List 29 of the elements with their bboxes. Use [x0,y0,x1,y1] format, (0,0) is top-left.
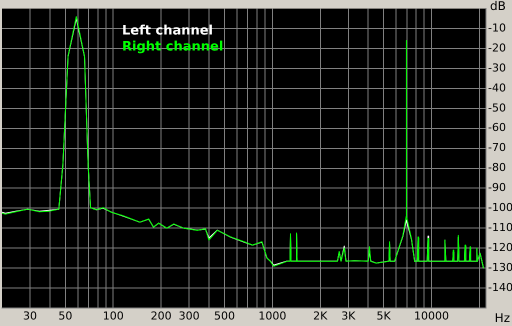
text: Right channel [122,39,224,54]
x-tick-label: 300 [178,309,200,322]
y-tick-label: -60 [488,121,506,134]
x-tick-label: 200 [150,309,172,322]
x-tick-label: 1000 [258,309,286,322]
x-tick-label: 30 [23,309,38,322]
x-tick-label: 100 [102,309,124,322]
y-tick-label: -30 [488,61,506,74]
x-axis-title: Hz [494,311,510,326]
text: Left channel [122,23,214,38]
y-tick-label: -80 [488,161,506,174]
y-tick-label: -100 [488,201,512,214]
x-tick-label: 500 [214,309,235,322]
x-tick-label: 50 [58,309,72,322]
y-tick-label: -50 [488,101,506,114]
y-tick-label: -110 [488,221,512,234]
y-tick-label: -90 [488,181,506,194]
y-axis-title: dB [490,0,506,14]
x-tick-label: 3K [341,309,356,322]
y-tick-label: -140 [488,280,512,294]
y-tick-label: -130 [488,260,512,274]
y-tick-label: -120 [488,240,512,254]
y-tick-label: -10 [488,21,506,34]
x-tick-label: 10000 [414,309,450,322]
y-tick-label: -70 [488,141,506,154]
x-tick-label: 5K [376,309,392,322]
x-tick-label: 2K [313,309,328,322]
y-tick-label: -20 [488,41,506,54]
y-tick-label: -40 [488,81,506,94]
